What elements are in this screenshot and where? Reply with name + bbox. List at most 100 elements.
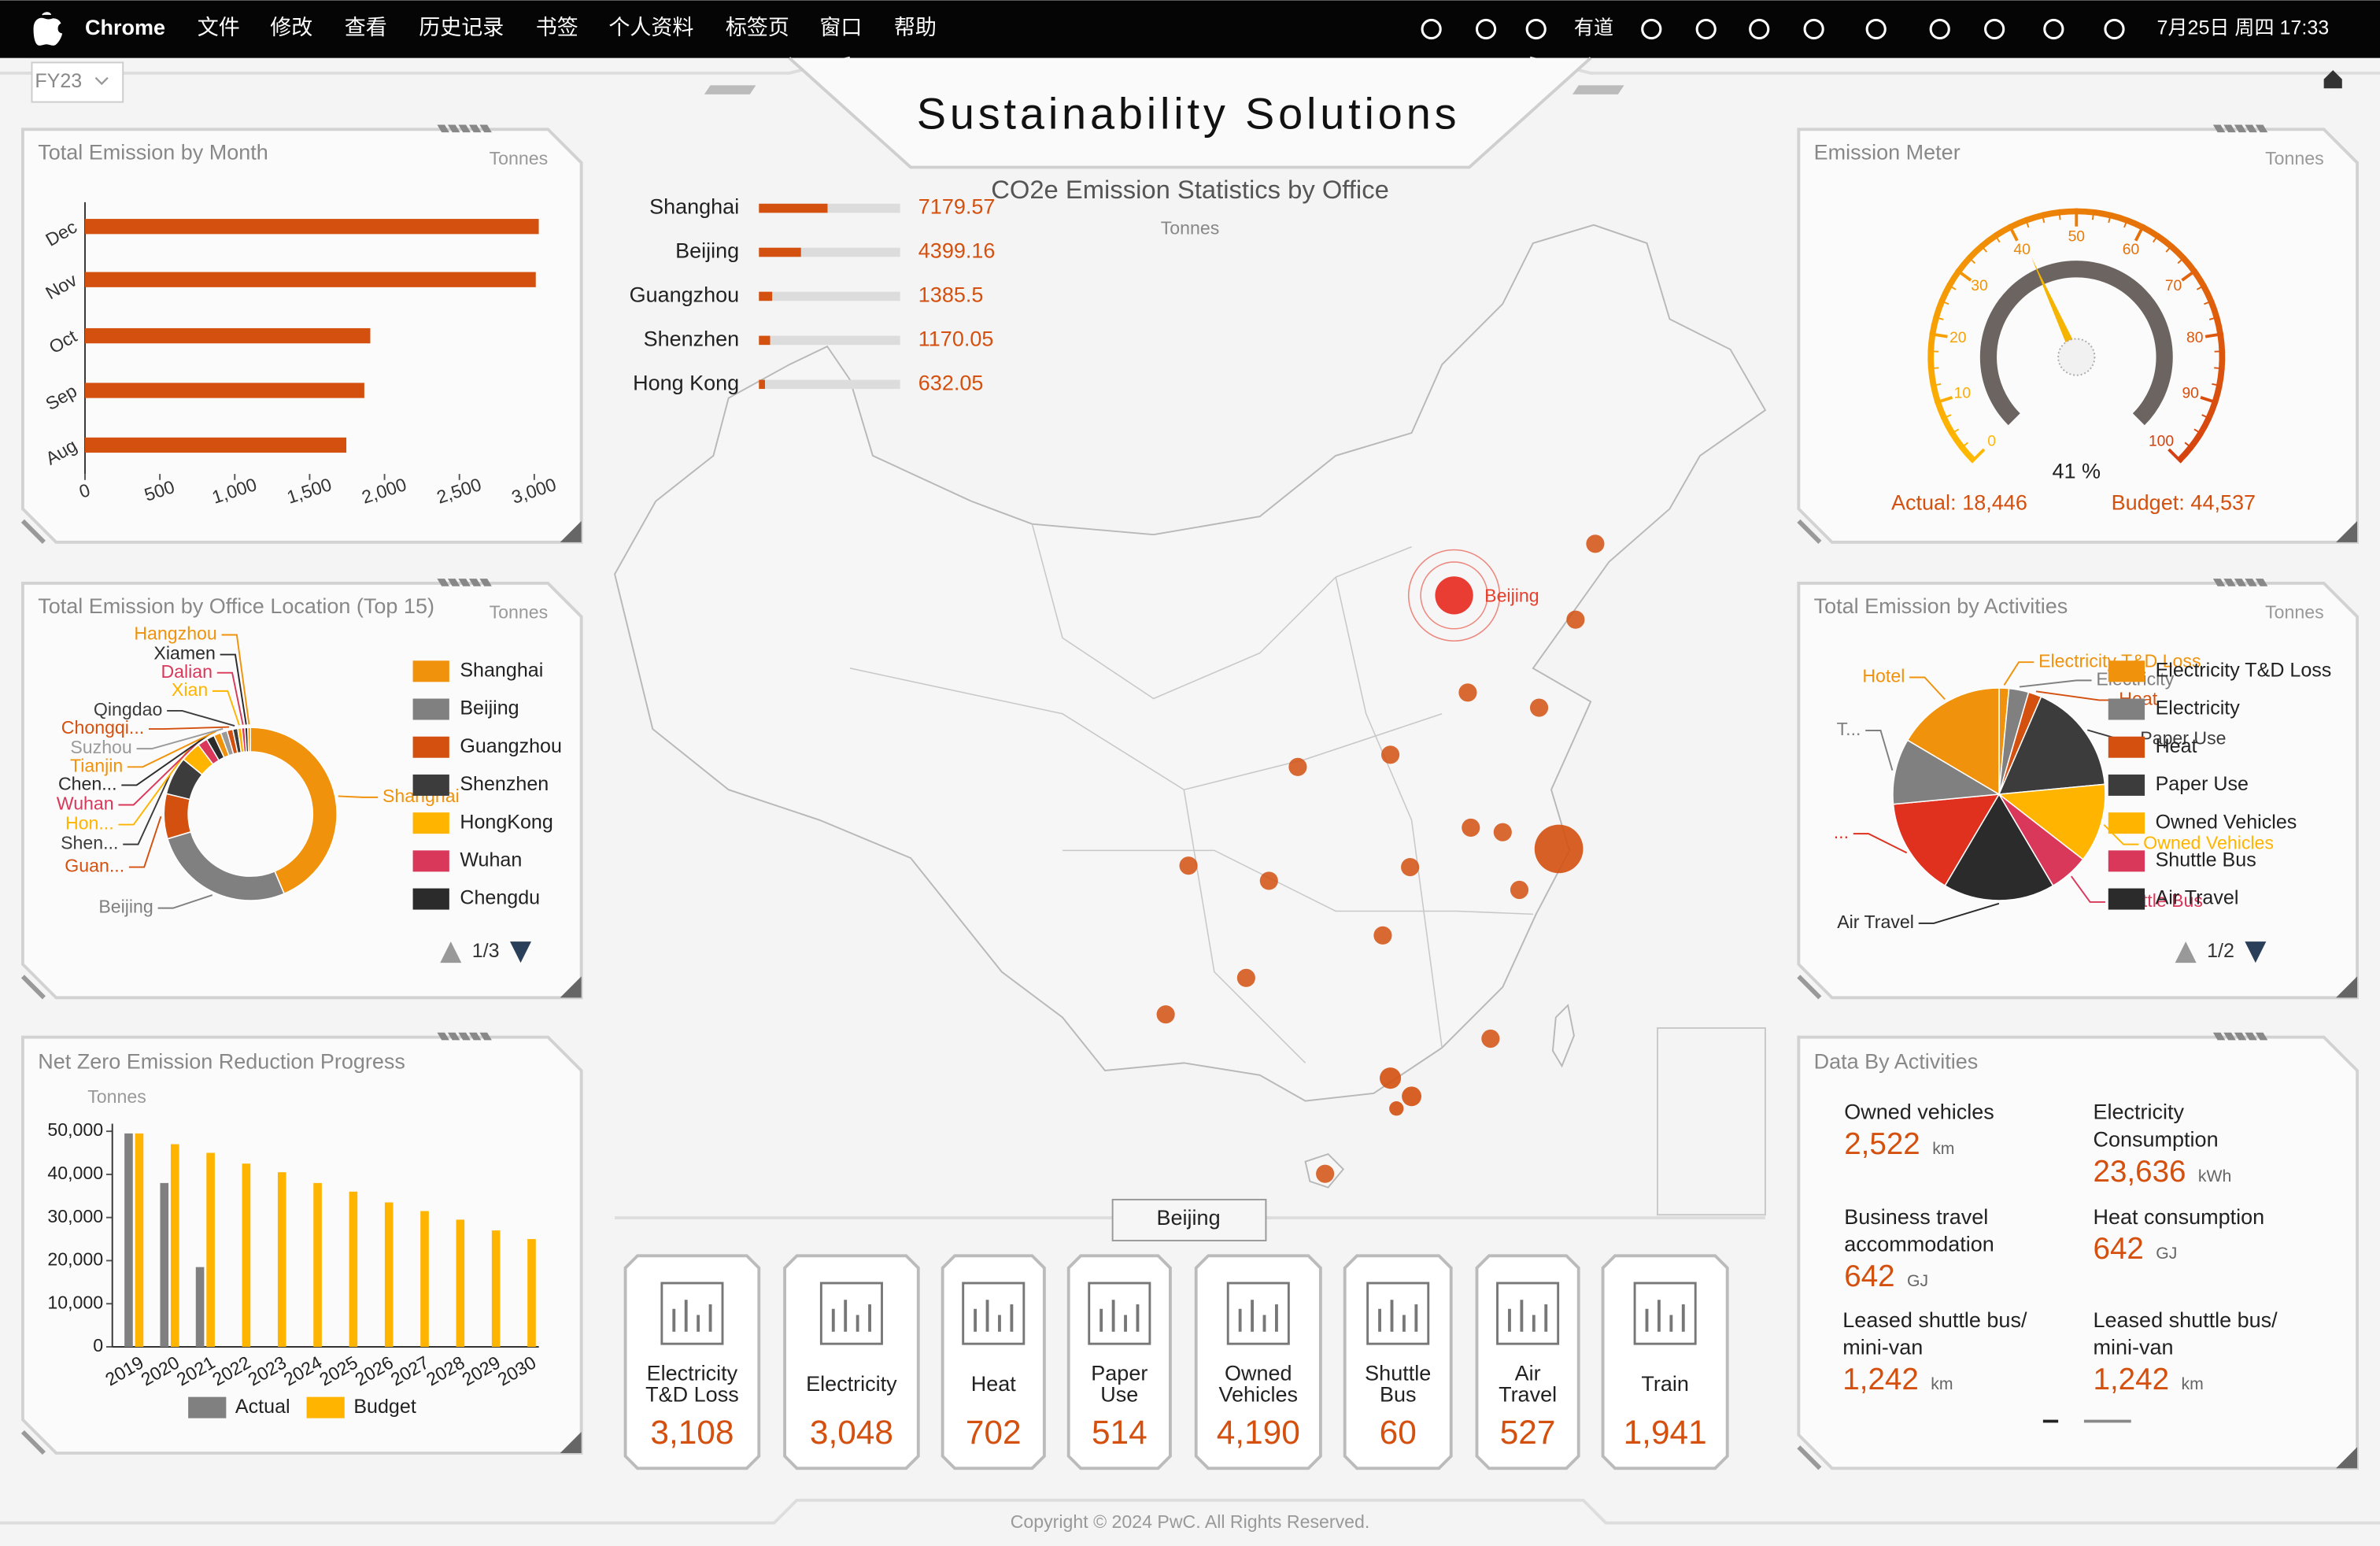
rank-value: 7179.57 bbox=[918, 195, 996, 219]
gauge-band bbox=[2059, 208, 2078, 216]
gauge-track bbox=[1979, 261, 2173, 426]
gauge-band bbox=[2213, 316, 2224, 336]
menu-item[interactable]: 历史记录 bbox=[419, 16, 504, 39]
content: Chrome 文件 修改 查看 历史记录 书签 个人资料 标签页 窗口 帮助 有道 7月25日 周四 … bbox=[20, 16, 2359, 1470]
gauge-tick-label: 20 bbox=[1949, 330, 1966, 346]
legend-prev[interactable] bbox=[440, 941, 462, 963]
activity-unit: GJ bbox=[2156, 1245, 2178, 1263]
activity-item: Electricity Consumption 23,636 kWh bbox=[2094, 1098, 2321, 1191]
panel-stripe bbox=[447, 1032, 460, 1041]
legend-next[interactable] bbox=[510, 941, 531, 963]
gauge-tick bbox=[1955, 268, 1972, 282]
rank-value: 1385.5 bbox=[918, 283, 984, 307]
gauge-hub bbox=[2057, 338, 2096, 376]
apple-logo[interactable] bbox=[33, 12, 63, 46]
leader-line bbox=[2003, 661, 2034, 686]
tile-label-box: Paper Use bbox=[1091, 1362, 1148, 1404]
map-dot bbox=[1381, 745, 1400, 764]
gauge-minor-tick bbox=[2042, 215, 2046, 224]
menu-item[interactable]: 文件 bbox=[198, 16, 240, 39]
map-dot bbox=[1530, 698, 1549, 717]
bar bbox=[384, 1202, 394, 1347]
bar bbox=[160, 1182, 169, 1347]
gauge-tick bbox=[2204, 332, 2224, 338]
map-bubble bbox=[1389, 1101, 1404, 1116]
tile-icon-detail bbox=[974, 1300, 1014, 1332]
panel-corner bbox=[2336, 976, 2358, 998]
panel-stripe bbox=[458, 124, 471, 133]
panel-stripe bbox=[458, 1032, 471, 1041]
menu-item[interactable]: 修改 bbox=[270, 16, 312, 39]
slice-label: Qingdao bbox=[94, 699, 162, 719]
legend-swatch bbox=[2108, 774, 2145, 796]
legend-label: Wuhan bbox=[460, 849, 522, 871]
legend-next[interactable] bbox=[2245, 941, 2267, 963]
slice bbox=[249, 727, 338, 895]
tile-value: 60 bbox=[1380, 1414, 1417, 1451]
menu-item[interactable]: 书签 bbox=[536, 16, 578, 39]
tile-label-box: Air Travel bbox=[1499, 1362, 1557, 1404]
panel-stripe bbox=[468, 124, 482, 133]
gauge-tick-label: 100 bbox=[2149, 433, 2174, 449]
map-dot bbox=[1236, 968, 1255, 987]
activity-value-row: 642 GJ bbox=[2094, 1233, 2321, 1267]
legend-prev[interactable] bbox=[2175, 941, 2197, 963]
gauge-minor-tick bbox=[1933, 383, 1942, 386]
gauge-tick-label: 80 bbox=[2186, 330, 2203, 346]
rank-value: 4399.16 bbox=[918, 239, 996, 263]
location-select[interactable] bbox=[1111, 1198, 1267, 1241]
y-tick-label: 20,000 bbox=[47, 1249, 103, 1270]
slice bbox=[247, 727, 251, 753]
map-dot bbox=[1462, 818, 1480, 837]
panel-stripe bbox=[447, 579, 460, 586]
legend-label: Electricity bbox=[2156, 697, 2241, 719]
activity-unit: km bbox=[2181, 1375, 2204, 1394]
tile-label-box: Heat bbox=[971, 1373, 1016, 1394]
menu-item[interactable]: 标签页 bbox=[726, 16, 789, 39]
unit-label: Tonnes bbox=[2265, 148, 2324, 168]
bar bbox=[85, 272, 536, 287]
slice bbox=[1998, 696, 2106, 795]
gauge-band bbox=[2042, 209, 2060, 219]
y-tick-label: 30,000 bbox=[47, 1206, 103, 1226]
status-icon bbox=[1749, 18, 1770, 40]
leader-line bbox=[128, 816, 162, 868]
map-dot bbox=[1373, 926, 1392, 945]
legend-label: Air Travel bbox=[2156, 887, 2239, 909]
gauge-minor-tick bbox=[2091, 212, 2095, 220]
menu-item[interactable]: 窗口 bbox=[819, 16, 862, 39]
panel-stripe bbox=[2234, 1032, 2247, 1041]
status-icon bbox=[1641, 18, 1662, 40]
title-frame bbox=[788, 57, 1592, 169]
legend-swatch bbox=[188, 1396, 227, 1418]
fy-select[interactable] bbox=[31, 61, 124, 103]
rank-track bbox=[759, 203, 900, 213]
gauge-minor-tick bbox=[1935, 316, 1944, 320]
gauge-tick-label: 90 bbox=[2182, 386, 2198, 402]
menu-item[interactable]: Chrome bbox=[85, 16, 165, 39]
panel-stripe bbox=[2255, 1032, 2268, 1041]
bar bbox=[85, 383, 364, 398]
gauge-minor-tick bbox=[1968, 257, 1976, 264]
gauge-minor-tick bbox=[2208, 316, 2217, 320]
gauge-minor-tick bbox=[2212, 383, 2220, 386]
map-bubble bbox=[1402, 1086, 1422, 1107]
menu-item[interactable]: 帮助 bbox=[894, 16, 937, 39]
gauge-minor-tick bbox=[2193, 428, 2201, 435]
legend-swatch bbox=[2108, 698, 2145, 720]
panel-title: Net Zero Emission Reduction Progress bbox=[38, 1049, 405, 1073]
rank-name: Shanghai bbox=[649, 195, 739, 219]
menu-item[interactable]: 个人资料 bbox=[608, 16, 693, 39]
menu-item[interactable]: 查看 bbox=[345, 16, 387, 39]
bar bbox=[135, 1133, 144, 1347]
slice bbox=[1944, 793, 2054, 901]
gauge-minor-tick bbox=[2177, 257, 2184, 264]
home-icon[interactable] bbox=[2323, 70, 2342, 89]
tile-icon-detail bbox=[1508, 1300, 1548, 1332]
gauge-minor-tick bbox=[2165, 246, 2172, 253]
tile-frame bbox=[783, 1254, 920, 1470]
slice-label: Chongqi... bbox=[61, 717, 144, 738]
y-axis-label: Tonnes bbox=[87, 1086, 146, 1107]
leader-line bbox=[1853, 833, 1908, 854]
